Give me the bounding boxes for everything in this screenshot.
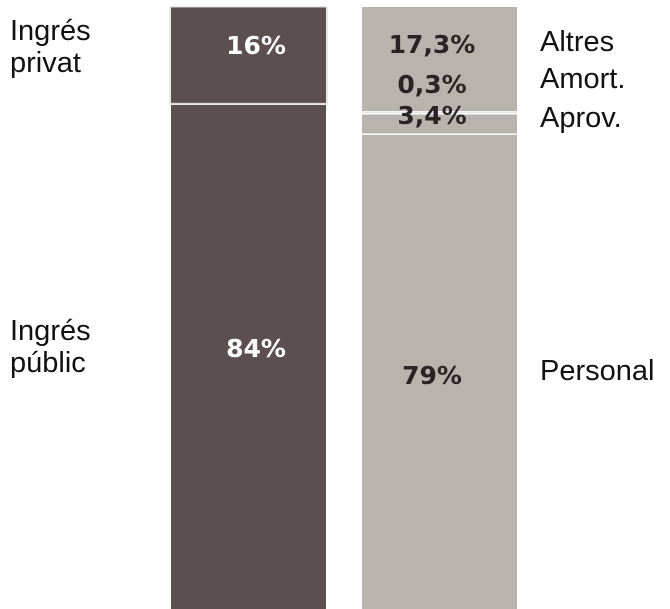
data-label: 3,4% [397, 101, 466, 130]
category-label: Aprov. [540, 102, 622, 134]
bar-segment [362, 7, 517, 112]
bar-segment [171, 103, 326, 609]
category-label: Amort. [540, 63, 625, 95]
category-label: Ingrés [10, 15, 91, 47]
category-label: Personal [540, 355, 654, 387]
category-label: privat [10, 47, 81, 79]
bar-ingressos [169, 6, 328, 609]
bar-segment [362, 133, 517, 609]
data-label: 16% [226, 31, 286, 60]
bars-layer [169, 6, 517, 609]
category-label: Altres [540, 26, 614, 58]
data-label: 84% [226, 334, 286, 363]
bar-segment [171, 7, 326, 104]
data-label: 0,3% [397, 70, 466, 99]
segment-outline [169, 6, 328, 104]
bar-segment [362, 112, 517, 134]
data-label: 79% [402, 361, 462, 390]
category-label: Ingrés [10, 315, 91, 347]
category-label: públic [10, 347, 86, 379]
data-label: 17,3% [389, 30, 476, 59]
bar-despeses [362, 7, 517, 609]
